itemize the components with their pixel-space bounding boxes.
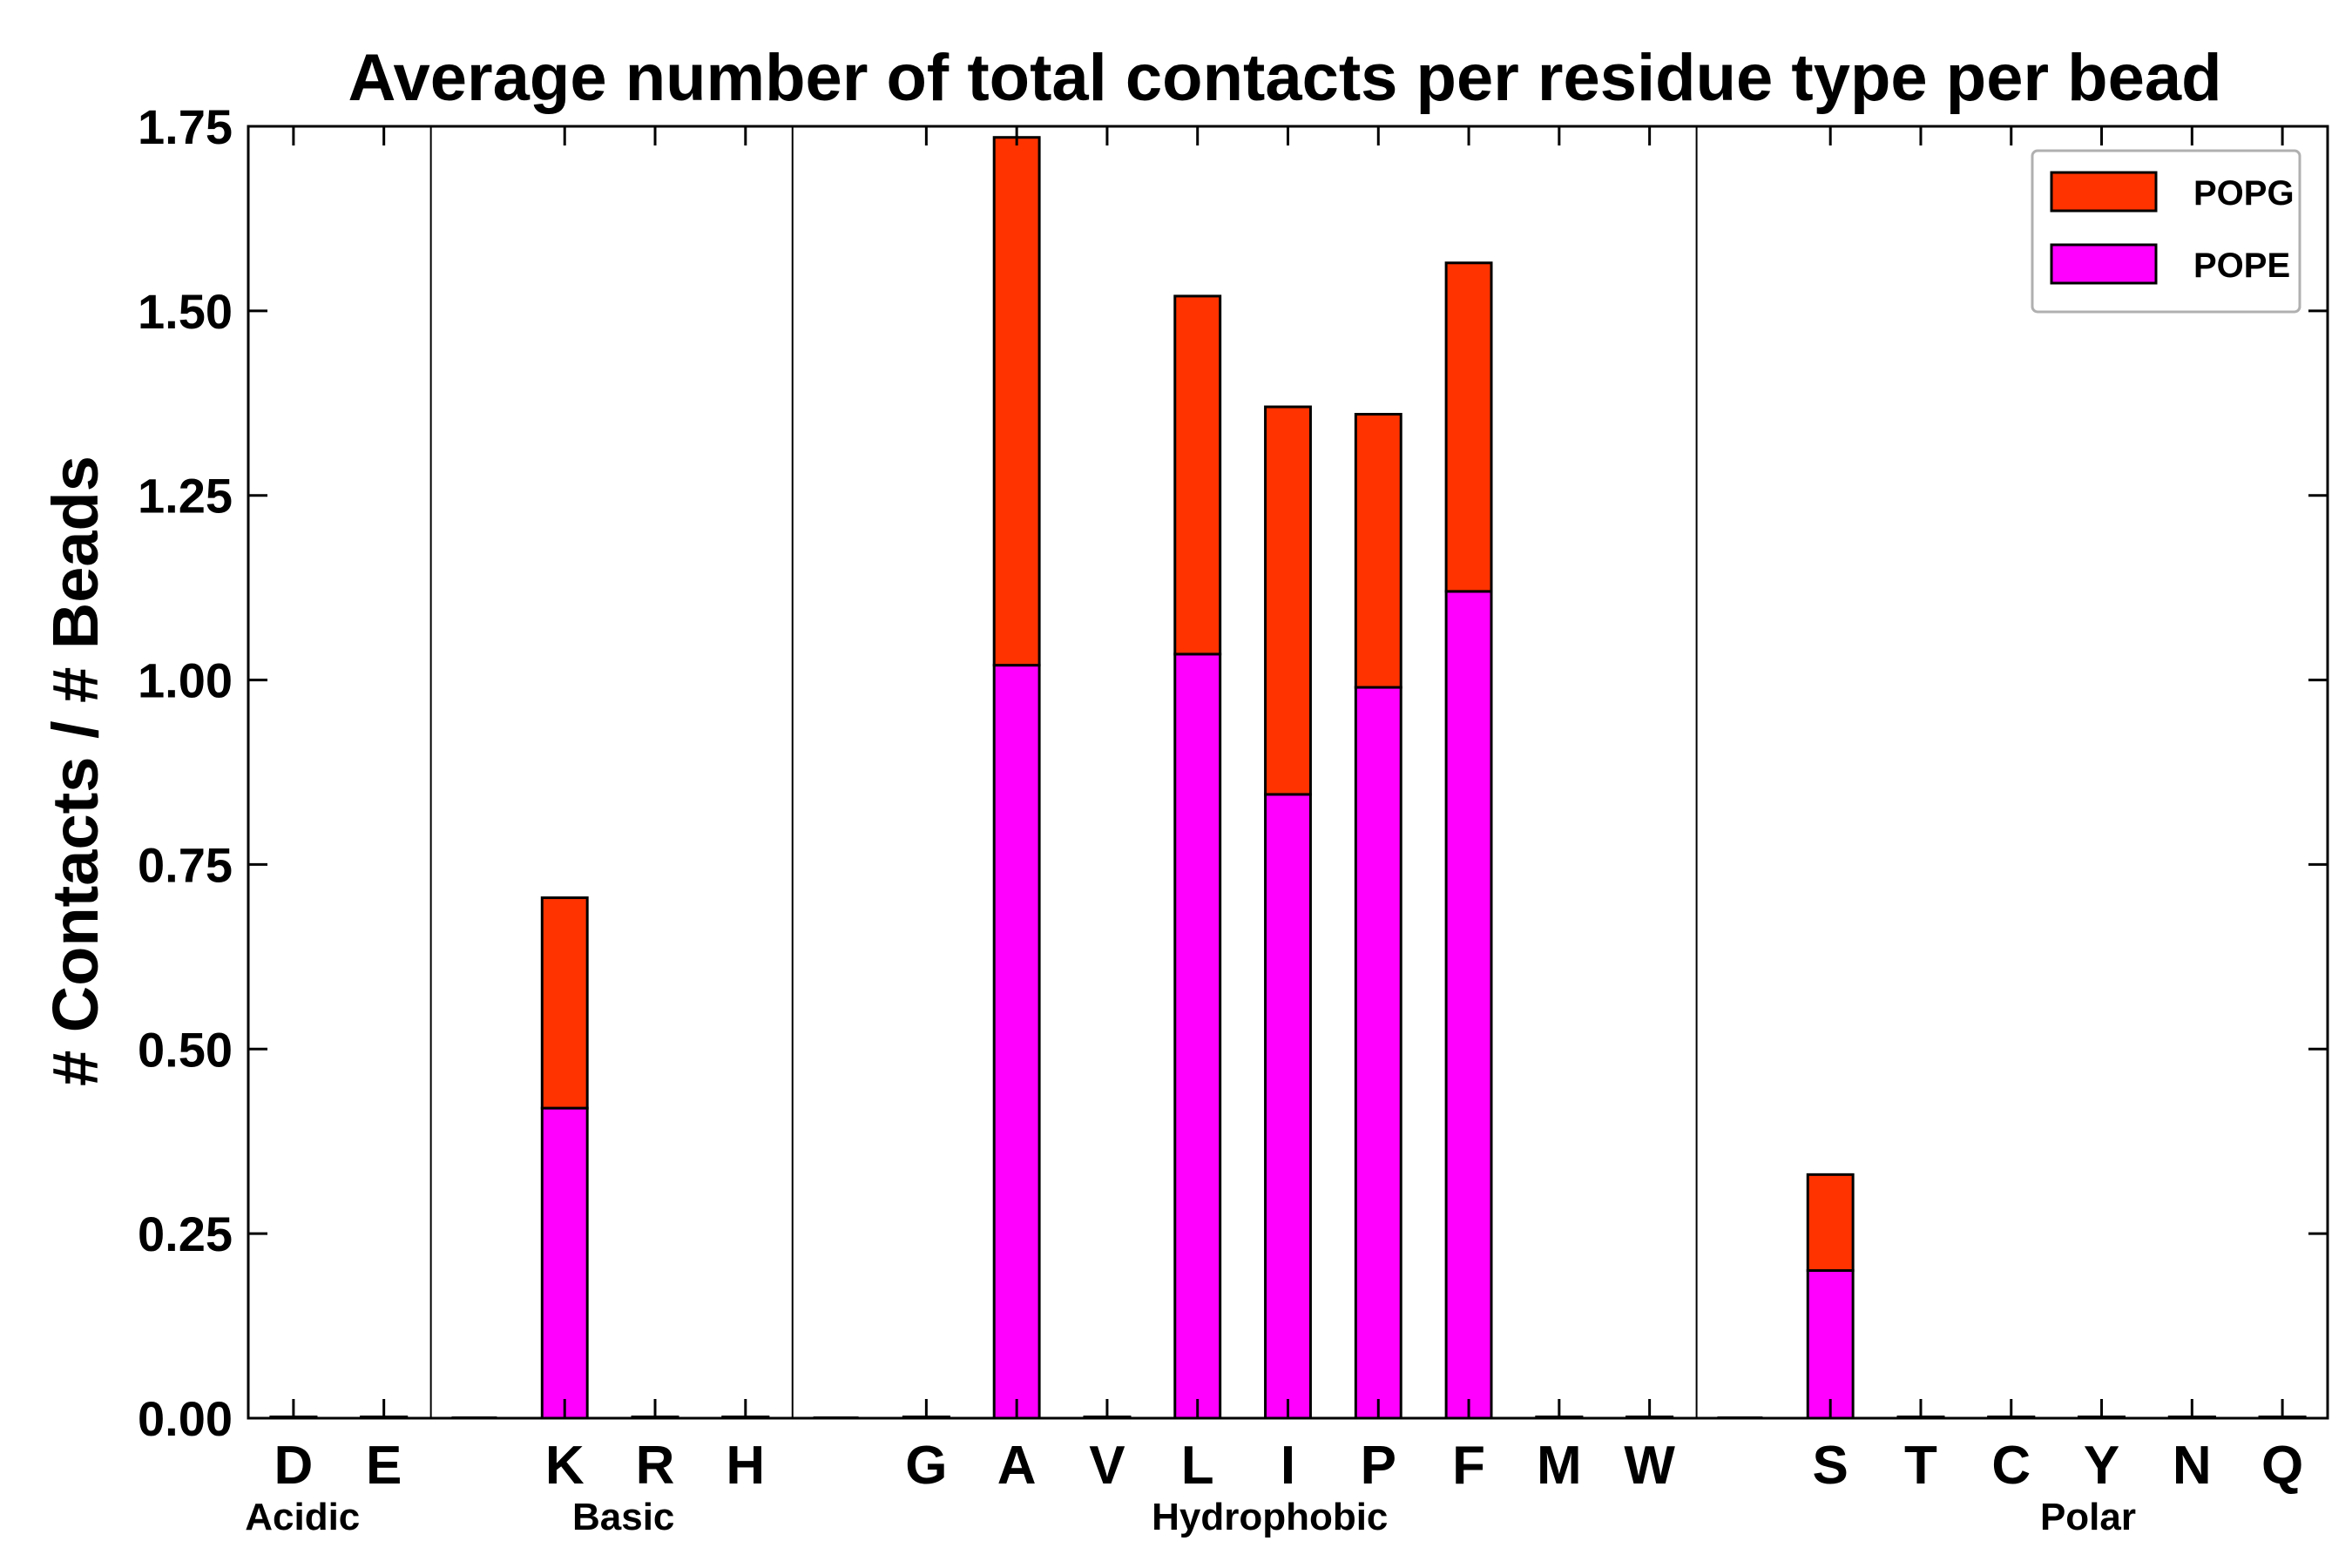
bar-popg-f (1444, 261, 1493, 593)
y-tick-label: 1.50 (138, 284, 233, 339)
chart-title: Average number of total contacts per res… (348, 41, 2221, 115)
x-tick-label-t: T (1904, 1436, 1937, 1496)
x-tick-label-m: M (1537, 1436, 1582, 1496)
bar-pope-i (1264, 793, 1312, 1420)
y-tick-label: 1.25 (138, 469, 233, 524)
x-tick-label-c: C (1991, 1436, 2031, 1496)
x-tick-label-s: S (1813, 1436, 1848, 1496)
x-tick-label-a: A (997, 1436, 1037, 1496)
y-tick-label: 0.50 (138, 1022, 233, 1077)
bar-pope-a (992, 664, 1041, 1420)
x-tick-label-v: V (1089, 1436, 1125, 1496)
x-tick-label-e: E (366, 1436, 402, 1496)
bar-popg-k (540, 896, 589, 1110)
bar-popg-s (1806, 1173, 1855, 1273)
x-tick-label-g: G (905, 1436, 947, 1496)
x-tick-label-i: I (1281, 1436, 1295, 1496)
bar-popg-p (1354, 412, 1402, 689)
group-label-basic: Basic (572, 1496, 674, 1538)
bar-pope-k (540, 1106, 589, 1420)
x-tick-label-n: N (2173, 1436, 2212, 1496)
bar-pope-s (1806, 1269, 1855, 1420)
y-tick-label: 1.75 (138, 99, 233, 154)
x-tick-label-p: P (1361, 1436, 1396, 1496)
bar-popg-i (1264, 405, 1312, 796)
legend-label-pope: POPE (2193, 247, 2290, 285)
bar-popg-l (1173, 294, 1222, 656)
legend-swatch-pope (2050, 243, 2158, 285)
plot-area: 0.00 0.25 0.50 0.75 1.00 1.25 1.50 1.75 D E K R H G A V… (138, 99, 2329, 1538)
y-axis-label: # Contacts / # Beads (39, 456, 112, 1086)
y-tick-label: 0.00 (138, 1391, 233, 1446)
x-tick-label-k: K (545, 1436, 585, 1496)
legend-label-popg: POPG (2193, 174, 2295, 213)
bar-pope-f (1444, 590, 1493, 1420)
bar-pope-l (1173, 652, 1222, 1420)
y-tick-label: 0.25 (138, 1206, 233, 1261)
group-label-hydrophobic: Hydrophobic (1152, 1496, 1388, 1538)
x-tick-label-d: D (274, 1436, 314, 1496)
group-label-polar: Polar (2040, 1496, 2136, 1538)
x-tick-label-r: R (636, 1436, 675, 1496)
group-label-acidic: Acidic (245, 1496, 360, 1538)
x-tick-label-f: F (1452, 1436, 1485, 1496)
bar-pope-p (1354, 686, 1402, 1420)
x-tick-label-l: L (1181, 1436, 1214, 1496)
bar-popg-a (992, 136, 1041, 667)
y-tick-label: 0.75 (138, 837, 233, 892)
y-tick-label: 1.00 (138, 653, 233, 708)
x-tick-label-h: H (726, 1436, 765, 1496)
x-tick-label-w: W (1624, 1436, 1675, 1496)
legend-swatch-popg (2050, 171, 2158, 213)
x-tick-label-q: Q (2261, 1436, 2303, 1496)
x-tick-label-y: Y (2084, 1436, 2119, 1496)
